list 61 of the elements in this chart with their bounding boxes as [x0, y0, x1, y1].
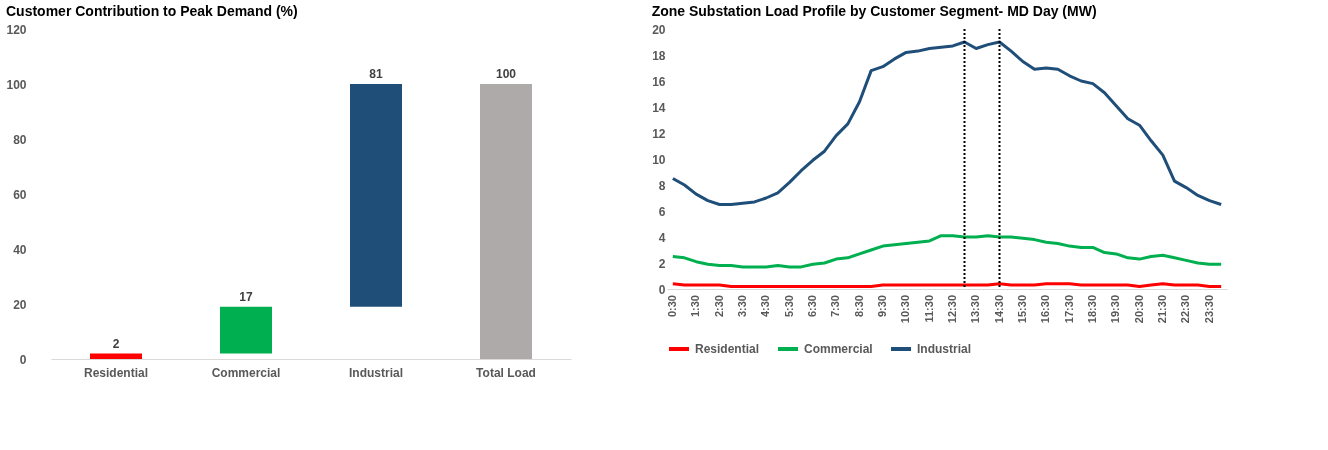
x-tick-label: 19:30: [1109, 295, 1122, 324]
bar: [350, 84, 402, 307]
x-tick-label: 7:30: [829, 295, 842, 318]
x-tick-label: 16:30: [1039, 295, 1052, 324]
x-tick-label: 23:30: [1202, 295, 1215, 324]
x-tick-label: 17:30: [1062, 295, 1075, 324]
y-tick-label: 0: [19, 352, 27, 367]
x-tick-label: 20:30: [1132, 295, 1145, 324]
y-tick-label: 100: [6, 77, 27, 92]
bar: [480, 84, 532, 359]
line-series: [671, 40, 1223, 206]
x-tick-label: 5:30: [782, 295, 795, 318]
x-tick-label: 3:30: [735, 295, 748, 318]
line-series: [671, 234, 1223, 269]
x-tick-label: 1:30: [689, 295, 702, 318]
x-tick-label: 12:30: [945, 295, 958, 324]
y-tick-label: 60: [13, 187, 27, 202]
x-tick-label: Residential: [83, 365, 149, 380]
y-tick-label: 120: [6, 22, 27, 37]
data-label: 2: [112, 336, 120, 351]
x-tick-label: 13:30: [969, 295, 982, 324]
data-label: 100: [495, 67, 517, 81]
legend-label: Residential: [695, 342, 760, 356]
x-tick-label: 15:30: [1015, 295, 1028, 324]
x-tick-label: Industrial: [348, 365, 404, 380]
chart-title: Zone Substation Load Profile by Customer Segment- MD Day (MW): [651, 3, 1097, 19]
x-tick-label: 14:30: [992, 295, 1005, 324]
y-tick-label: 12: [652, 126, 666, 141]
x-tick-label: 2:30: [712, 295, 725, 318]
x-tick-label: 8:30: [852, 295, 865, 318]
y-tick-label: 20: [652, 22, 666, 37]
x-tick-label: 22:30: [1179, 295, 1192, 324]
y-tick-label: 16: [652, 74, 666, 89]
y-tick-label: 6: [658, 204, 666, 219]
chart-title: Customer Contribution to Peak Demand (%): [5, 3, 298, 19]
y-tick-label: 18: [652, 48, 666, 63]
x-tick-label: Total Load: [476, 365, 536, 380]
x-tick-label: 0:30: [665, 295, 678, 318]
x-tick-label: 4:30: [759, 295, 772, 318]
y-tick-label: 2: [658, 256, 666, 271]
y-tick-label: 4: [658, 230, 666, 245]
y-tick-label: 10: [652, 152, 666, 167]
x-tick-label: 11:30: [922, 295, 935, 323]
y-tick-label: 0: [658, 282, 666, 297]
bar: [220, 306, 272, 354]
y-tick-label: 14: [652, 100, 666, 115]
bar: [90, 353, 142, 359]
y-tick-label: 80: [13, 132, 27, 147]
x-tick-label: 9:30: [875, 295, 888, 318]
legend-label: Commercial: [804, 342, 873, 356]
x-tick-label: 10:30: [899, 295, 912, 324]
x-tick-label: 18:30: [1085, 295, 1098, 324]
y-tick-label: 8: [658, 178, 666, 193]
x-tick-label: 6:30: [805, 295, 818, 318]
data-label: 81: [369, 67, 383, 81]
y-tick-label: 20: [13, 297, 27, 312]
x-tick-label: 21:30: [1155, 295, 1168, 324]
data-label: 17: [239, 289, 253, 304]
y-tick-label: 40: [13, 242, 27, 257]
legend-label: Industrial: [917, 342, 972, 356]
x-tick-label: Commercial: [211, 365, 281, 380]
